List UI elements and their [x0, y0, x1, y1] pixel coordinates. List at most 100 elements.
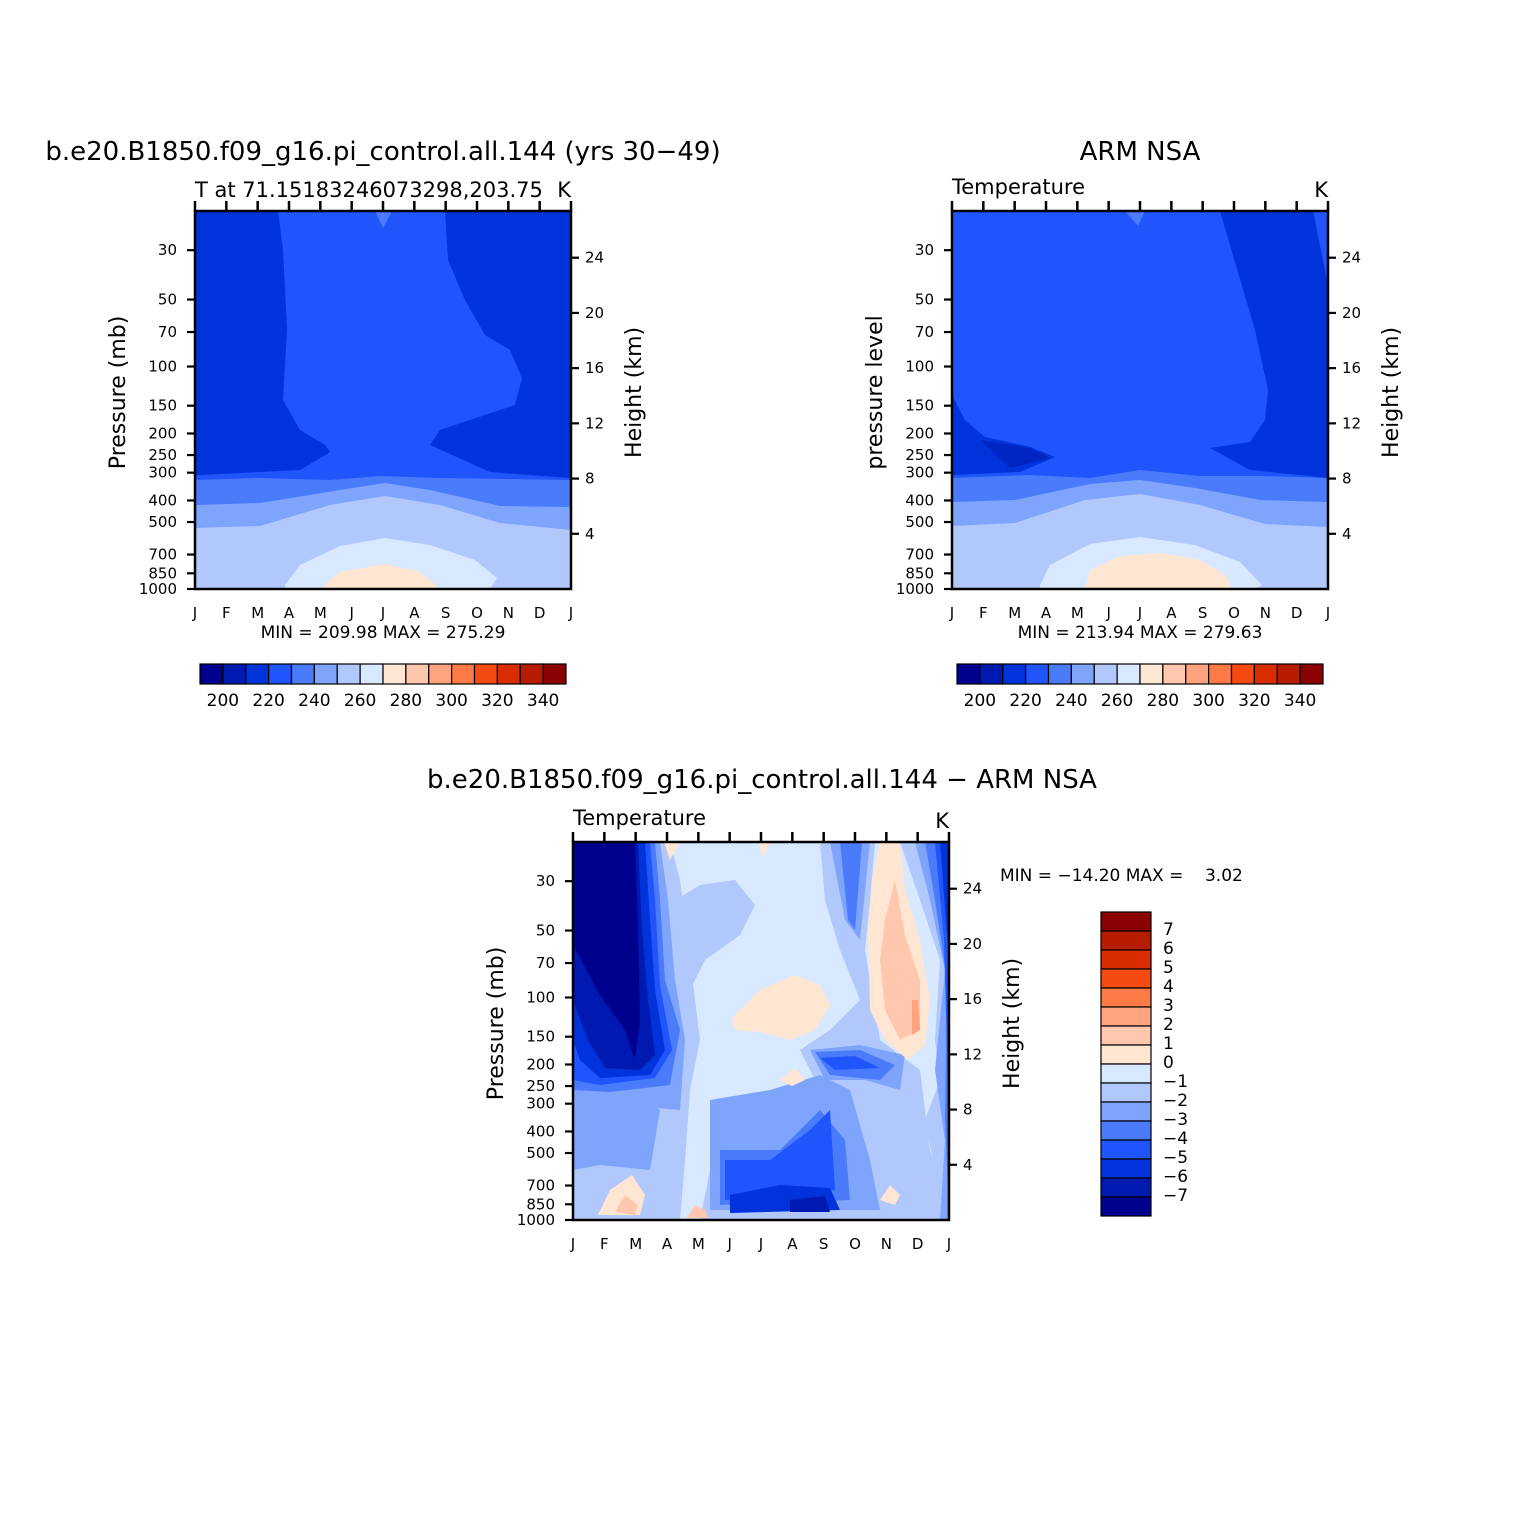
colorbar-label: 240 — [1055, 691, 1087, 711]
colorbar-label: 1 — [1163, 1034, 1174, 1054]
panel-title: b.e20.B1850.f09_g16.pi_control.all.144 −… — [427, 765, 1097, 795]
colorbar-swatch — [1100, 1177, 1152, 1198]
x-tick-label: A — [284, 604, 295, 622]
y-right-tick-label: 24 — [585, 249, 604, 267]
colorbar-swatch — [1100, 1101, 1152, 1122]
colorbar-swatch — [1100, 1082, 1152, 1103]
colorbar-label: 7 — [1163, 920, 1174, 940]
x-tick-label: J — [570, 1235, 575, 1253]
y-tick-label: 300 — [148, 464, 177, 482]
colorbar-label: 220 — [1009, 691, 1041, 711]
x-tick-label: N — [503, 604, 514, 622]
x-tick-label: J — [348, 604, 353, 622]
colorbar-label: 300 — [435, 691, 467, 711]
y-tick-label: 1000 — [139, 580, 177, 598]
colorbar-swatch — [428, 663, 453, 685]
colorbar-swatch — [496, 663, 521, 685]
colorbar-swatch — [1100, 968, 1152, 989]
panel-units: K — [935, 809, 950, 833]
panel-difference: b.e20.B1850.f09_g16.pi_control.all.144 −… — [427, 765, 1243, 1253]
colorbar-swatch — [405, 663, 430, 685]
contour-field — [573, 842, 949, 1220]
y-tick-label: 250 — [905, 446, 934, 464]
colorbar-swatch — [1276, 663, 1301, 685]
y-right-tick-label: 4 — [963, 1156, 973, 1174]
colorbar-swatch — [1100, 1044, 1152, 1065]
y-tick-label: 150 — [148, 397, 177, 415]
x-tick-label: A — [787, 1235, 798, 1253]
y-tick-label: 850 — [148, 564, 177, 582]
panel-subtitle-left: T at 71.15183246073298,203.75 — [194, 178, 543, 202]
x-tick-label: F — [979, 604, 988, 622]
colorbar-label: −6 — [1163, 1167, 1188, 1187]
colorbar-swatch — [1070, 663, 1095, 685]
y-tick-label: 700 — [148, 546, 177, 564]
y-tick-label: 400 — [526, 1122, 555, 1140]
y-tick-label: 850 — [526, 1195, 555, 1213]
y-tick-label: 1000 — [896, 580, 934, 598]
panel-title: b.e20.B1850.f09_g16.pi_control.all.144 (… — [45, 137, 720, 167]
y-right-tick-label: 12 — [1342, 414, 1361, 432]
y-tick-label: 200 — [148, 424, 177, 442]
colorbar-swatch — [979, 663, 1004, 685]
panel-subtitle-left: Temperature — [572, 806, 706, 830]
colorbar-swatch — [1162, 663, 1187, 685]
y-tick-label: 400 — [148, 491, 177, 509]
x-tick-label: N — [1260, 604, 1271, 622]
colorbar-label: 320 — [1238, 691, 1270, 711]
colorbar-swatch — [1100, 1006, 1152, 1027]
y-tick-label: 70 — [158, 323, 177, 341]
colorbar-swatch — [956, 663, 981, 685]
y-axis-title: pressure level — [863, 315, 888, 469]
x-tick-label: N — [881, 1235, 892, 1253]
y-tick-label: 500 — [526, 1144, 555, 1162]
colorbar-swatch — [473, 663, 498, 685]
x-tick-label: A — [1041, 604, 1052, 622]
colorbar-swatch — [1100, 1120, 1152, 1141]
x-tick-label: D — [912, 1235, 924, 1253]
colorbar-swatch — [1100, 1139, 1152, 1160]
x-tick-label: M — [1008, 604, 1021, 622]
colorbar-swatch — [245, 663, 270, 685]
colorbar-label: 4 — [1163, 977, 1174, 997]
colorbar-swatch — [1047, 663, 1072, 685]
colorbar-label: 220 — [252, 691, 284, 711]
colorbar: 200 220 240 260 280 300 320 340 — [956, 663, 1324, 711]
colorbar-swatch — [1093, 663, 1118, 685]
x-tick-label: A — [1166, 604, 1177, 622]
y-tick-label: 700 — [905, 546, 934, 564]
min-max-label: MIN = −14.20 MAX = 3.02 — [1000, 866, 1243, 886]
x-tick-label: J — [1137, 604, 1142, 622]
y-right-tick-label: 20 — [963, 935, 982, 953]
colorbar-swatch — [382, 663, 407, 685]
colorbar-swatch — [1100, 949, 1152, 970]
colorbar-swatch — [268, 663, 293, 685]
y-tick-label: 100 — [526, 989, 555, 1007]
x-tick-label: O — [849, 1235, 861, 1253]
y-tick-label: 30 — [536, 872, 555, 890]
y-right-tick-label: 12 — [585, 414, 604, 432]
colorbar-label: 280 — [390, 691, 422, 711]
y-right-tick-label: 4 — [585, 525, 595, 543]
x-tick-label: D — [534, 604, 546, 622]
colorbar-swatch — [1100, 1025, 1152, 1046]
colorbar-label: −5 — [1163, 1148, 1188, 1168]
colorbar-swatch — [1185, 663, 1210, 685]
x-tick-label: F — [600, 1235, 609, 1253]
y-tick-label: 500 — [148, 513, 177, 531]
y-tick-label: 150 — [905, 397, 934, 415]
panel-units: K — [557, 178, 572, 202]
colorbar-swatch — [1025, 663, 1050, 685]
colorbar-label: 300 — [1192, 691, 1224, 711]
y-right-tick-label: 12 — [963, 1045, 982, 1063]
y-right-tick-label: 24 — [963, 880, 982, 898]
colorbar-label: 280 — [1147, 691, 1179, 711]
colorbar-swatch — [1100, 930, 1152, 951]
x-tick-label: D — [1291, 604, 1303, 622]
colorbar-label: −4 — [1163, 1129, 1188, 1149]
x-tick-label: J — [946, 1235, 951, 1253]
panel-subtitle-left: Temperature — [951, 175, 1085, 199]
colorbar-swatch — [313, 663, 338, 685]
